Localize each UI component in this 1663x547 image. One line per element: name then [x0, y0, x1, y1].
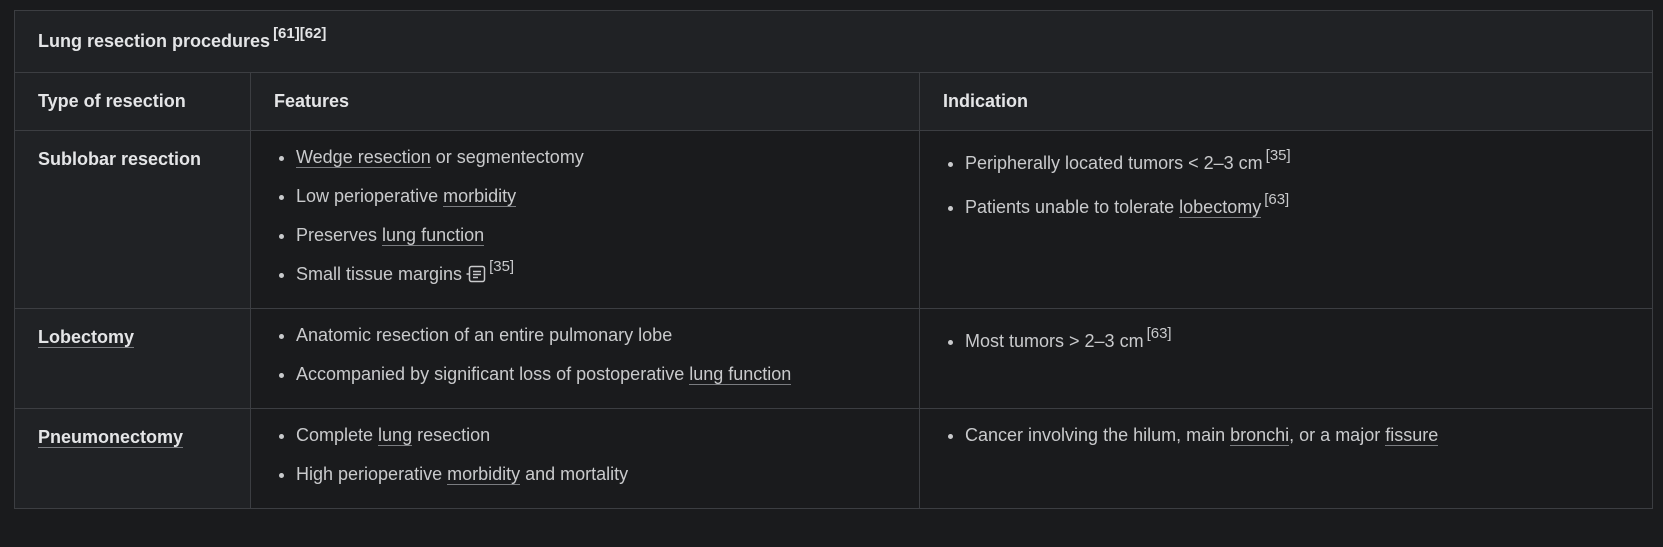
- list-item: Cancer involving the hilum, main bronchi…: [965, 423, 1652, 447]
- list-item: Anatomic resection of an entire pulmonar…: [296, 323, 919, 347]
- list-item: Preserves lung function: [296, 223, 919, 247]
- indications-list: Most tumors > 2–3 cm[63]: [943, 326, 1652, 353]
- features-list: Anatomic resection of an entire pulmonar…: [274, 323, 919, 386]
- features-list: Wedge resection or segmentectomy Low per…: [274, 145, 919, 286]
- type-cell: Lobectomy: [14, 308, 251, 409]
- reference-link[interactable]: [63]: [1146, 325, 1172, 342]
- lung-function-link[interactable]: lung function: [689, 364, 792, 385]
- list-item: Most tumors > 2–3 cm[63]: [965, 326, 1652, 353]
- table-row: Sublobar resection Wedge resection or se…: [14, 130, 1653, 309]
- list-item: Complete lung resection: [296, 423, 919, 447]
- type-cell: Pneumonectomy: [14, 408, 251, 509]
- indications-list: Cancer involving the hilum, main bronchi…: [943, 423, 1652, 447]
- header-indication: Indication: [919, 72, 1653, 131]
- list-item: Accompanied by significant loss of posto…: [296, 362, 919, 386]
- lung-link[interactable]: lung: [378, 425, 413, 446]
- bronchi-link[interactable]: bronchi: [1230, 425, 1290, 446]
- wedge-resection-link[interactable]: Wedge resection: [296, 147, 431, 168]
- morbidity-link[interactable]: morbidity: [443, 186, 517, 207]
- features-cell: Wedge resection or segmentectomy Low per…: [250, 130, 920, 309]
- reference-link[interactable]: [35]: [489, 258, 515, 275]
- lobectomy-type-link[interactable]: Lobectomy: [38, 327, 135, 348]
- type-cell: Sublobar resection: [14, 130, 251, 309]
- indication-cell: Most tumors > 2–3 cm[63]: [919, 308, 1653, 409]
- lobectomy-link[interactable]: lobectomy: [1179, 197, 1262, 218]
- caption-refs[interactable]: [61][62]: [273, 25, 327, 42]
- morbidity-link[interactable]: morbidity: [447, 464, 521, 485]
- list-item: Small tissue margins[35]: [296, 259, 919, 286]
- table-caption: Lung resection procedures [61][62]: [14, 10, 1653, 73]
- list-item: Wedge resection or segmentectomy: [296, 145, 919, 169]
- header-features: Features: [250, 72, 920, 131]
- resection-table-container: Lung resection procedures [61][62] Type o…: [14, 10, 1653, 509]
- lung-function-link[interactable]: lung function: [382, 225, 485, 246]
- list-item: Peripherally located tumors < 2–3 cm[35]: [965, 148, 1652, 175]
- type-label: Sublobar resection: [38, 149, 202, 169]
- note-icon[interactable]: [466, 265, 486, 283]
- header-row: Type of resection Features Indication: [14, 72, 1653, 131]
- pneumonectomy-type-link[interactable]: Pneumonectomy: [38, 427, 184, 448]
- header-type: Type of resection: [14, 72, 251, 131]
- reference-link[interactable]: [35]: [1265, 147, 1291, 164]
- indication-cell: Peripherally located tumors < 2–3 cm[35]…: [919, 130, 1653, 309]
- list-item: Patients unable to tolerate lobectomy[63…: [965, 192, 1652, 219]
- reference-link[interactable]: [63]: [1264, 191, 1290, 208]
- list-item: High perioperative morbidity and mortali…: [296, 462, 919, 486]
- table-row: Pneumonectomy Complete lung resection Hi…: [14, 408, 1653, 509]
- lung-resection-table: Lung resection procedures [61][62] Type o…: [14, 10, 1653, 509]
- features-cell: Complete lung resection High perioperati…: [250, 408, 920, 509]
- indication-cell: Cancer involving the hilum, main bronchi…: [919, 408, 1653, 509]
- features-cell: Anatomic resection of an entire pulmonar…: [250, 308, 920, 409]
- indications-list: Peripherally located tumors < 2–3 cm[35]…: [943, 148, 1652, 219]
- features-list: Complete lung resection High perioperati…: [274, 423, 919, 486]
- table-row: Lobectomy Anatomic resection of an entir…: [14, 308, 1653, 409]
- caption-text: Lung resection procedures: [38, 31, 271, 51]
- fissure-link[interactable]: fissure: [1385, 425, 1439, 446]
- list-item: Low perioperative morbidity: [296, 184, 919, 208]
